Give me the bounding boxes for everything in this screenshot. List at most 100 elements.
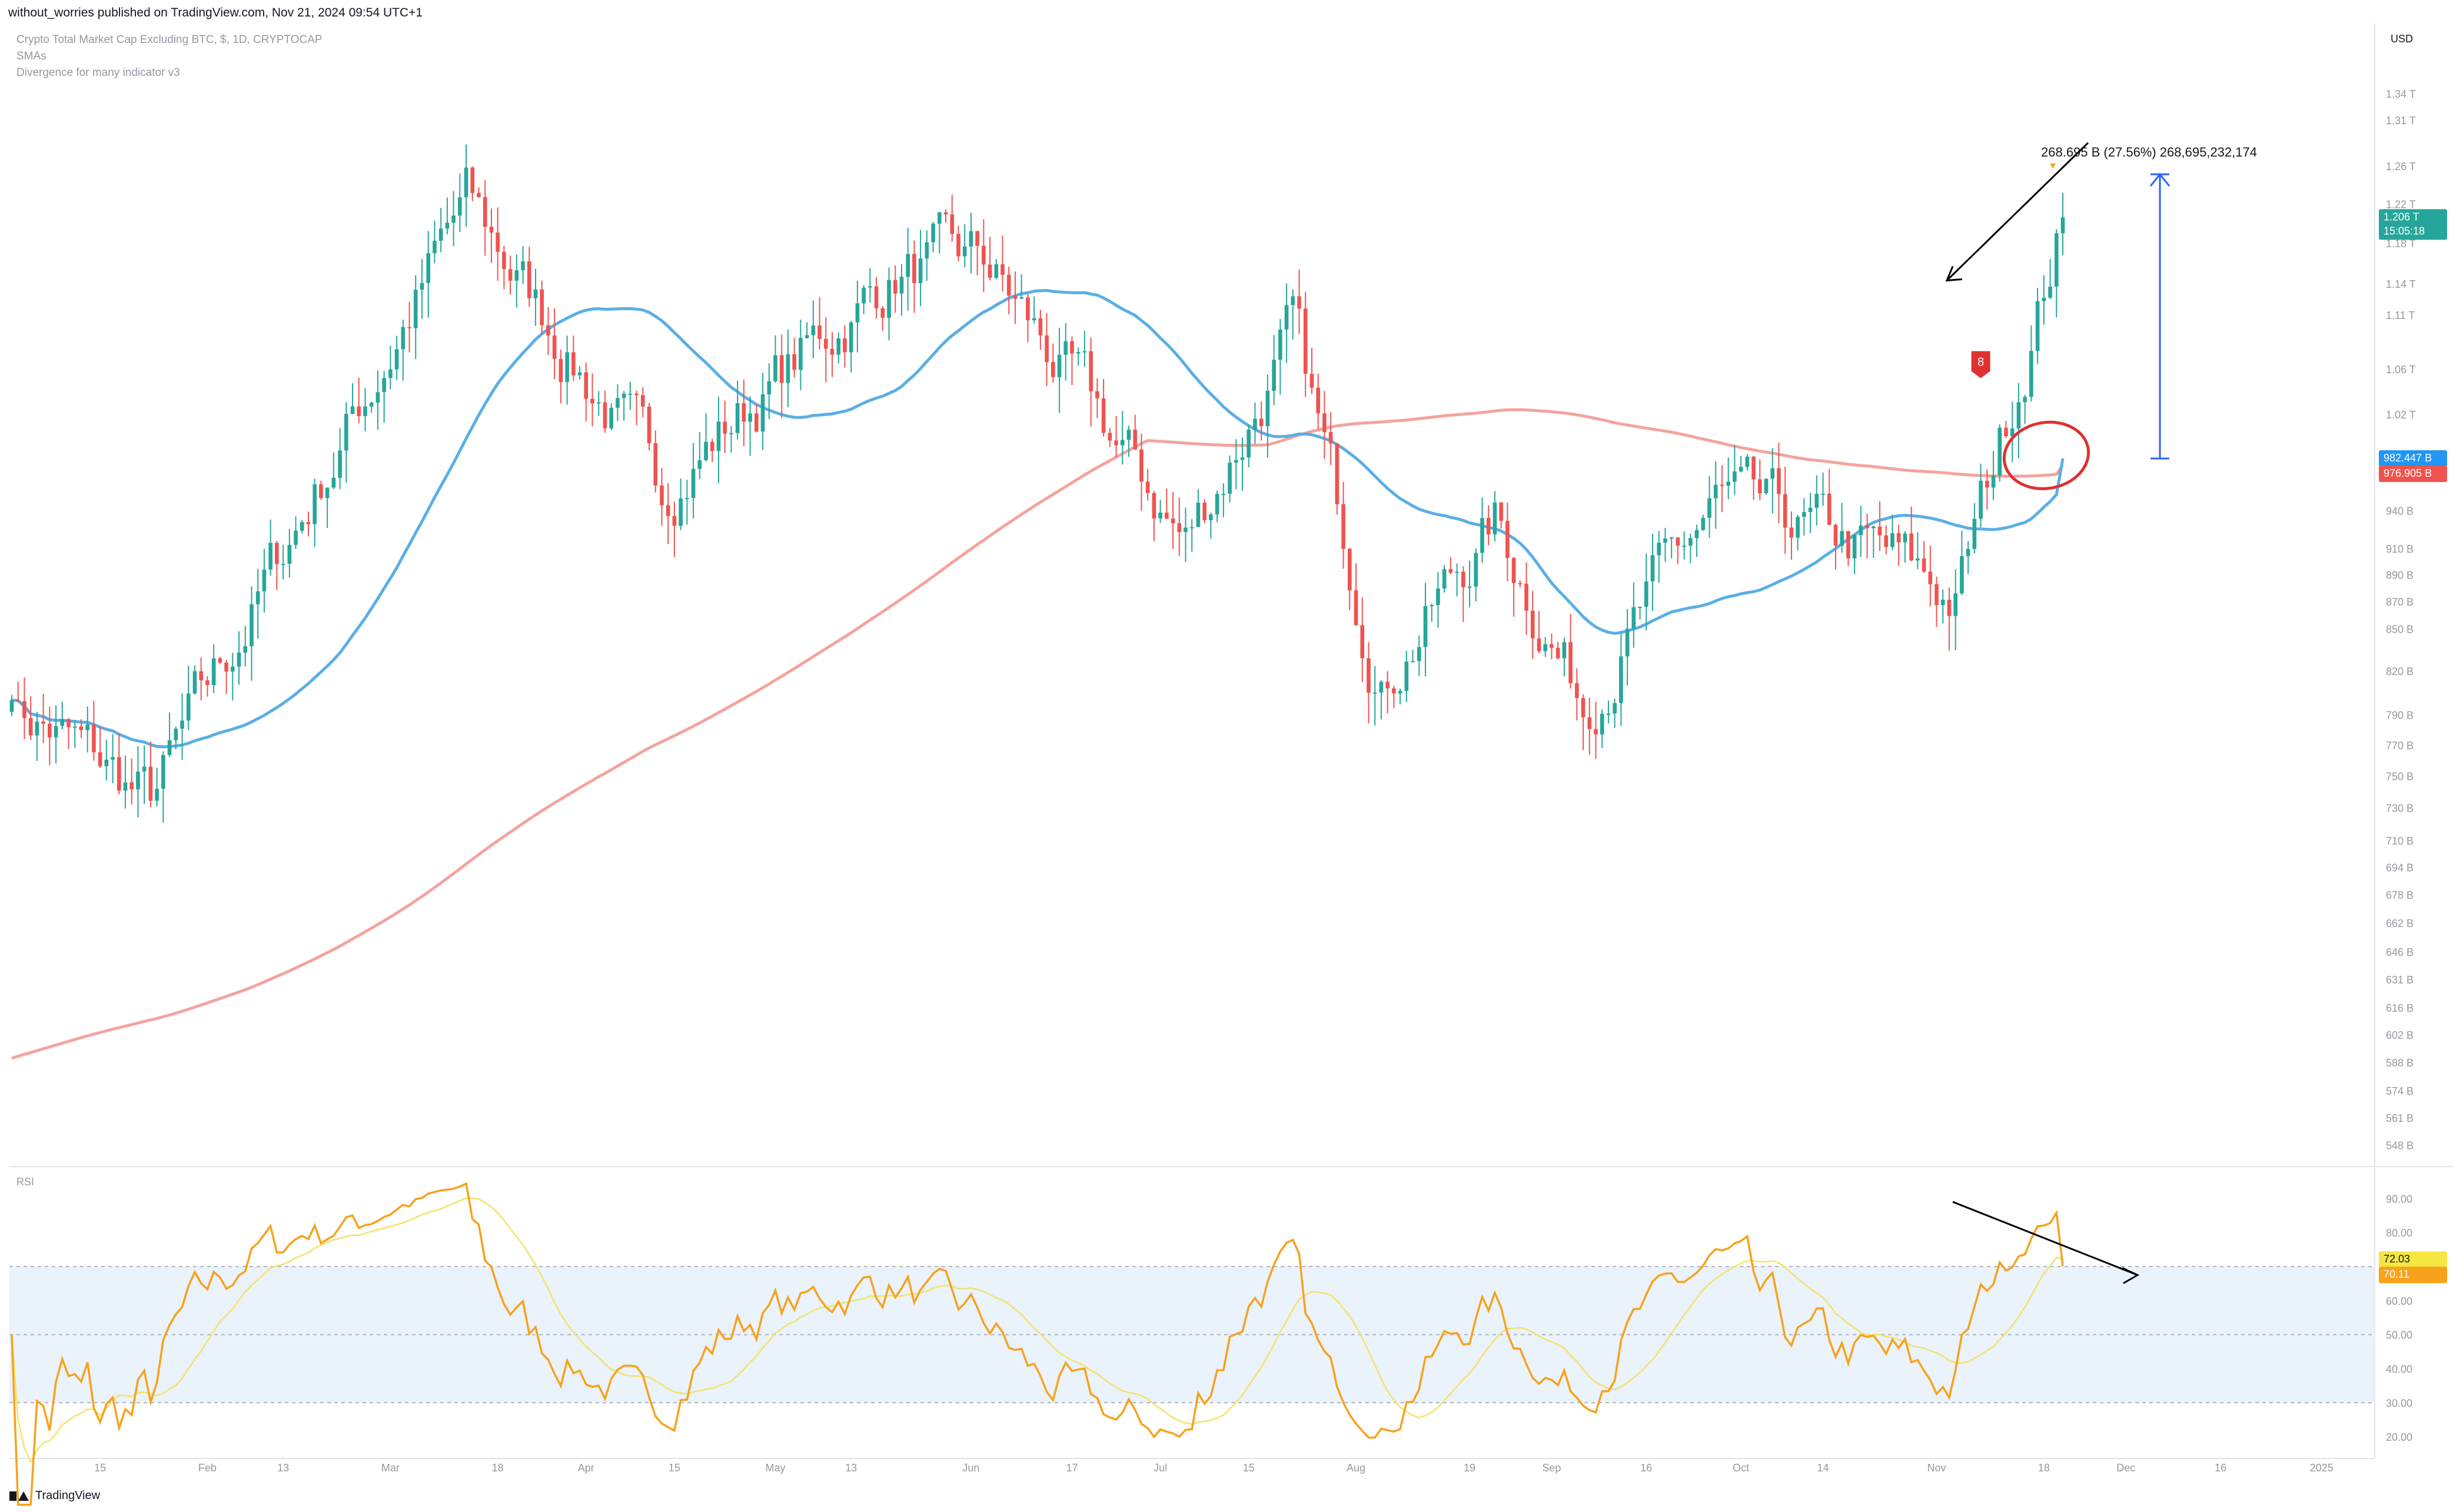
candle [943, 209, 948, 223]
candle-body [1126, 429, 1131, 440]
footer-brand: TradingView [35, 1489, 101, 1502]
candle [268, 519, 272, 576]
candle [634, 390, 639, 426]
candle-body [1669, 537, 1674, 539]
candle [1385, 671, 1390, 713]
candle [483, 180, 487, 256]
candle-body [2004, 427, 2008, 437]
candle [255, 569, 260, 639]
candle [1613, 699, 1617, 728]
candle [1265, 374, 1270, 458]
candle [1871, 525, 1876, 559]
candle [344, 402, 348, 483]
candle [773, 335, 777, 383]
time-tick-label: Aug [1347, 1462, 1365, 1474]
candle-body [1757, 479, 1762, 494]
price-tick-label: 1.26 T [2386, 161, 2416, 172]
candle [1341, 481, 1345, 569]
currency-label[interactable]: USD [2391, 33, 2414, 45]
candle-body [1184, 527, 1188, 533]
candle [830, 332, 835, 377]
candle-body [1518, 583, 1523, 584]
candle [1347, 547, 1352, 610]
candle [679, 478, 683, 530]
candle-body [634, 393, 639, 396]
candle-body [123, 782, 128, 791]
candle-body [174, 729, 178, 740]
candle-body [255, 591, 260, 604]
candle-body [742, 403, 746, 422]
rsi-panel [9, 1182, 2375, 1506]
candle [1411, 649, 1415, 663]
candle-body [1032, 318, 1036, 321]
candle [174, 726, 178, 750]
candle [1619, 633, 1623, 726]
candle [799, 319, 803, 390]
candle [1259, 401, 1264, 441]
candle [1935, 576, 1939, 627]
candle [823, 317, 828, 383]
candle-body [1133, 429, 1138, 450]
candle [407, 301, 411, 353]
candle-body [1177, 523, 1182, 533]
candle-body [1916, 558, 1920, 561]
candle [1001, 235, 1005, 292]
candle-body [1638, 606, 1642, 608]
candle [218, 656, 222, 664]
candle-body [1619, 656, 1623, 703]
legend-symbol[interactable]: Crypto Total Market Cap Excluding BTC, $… [16, 34, 323, 46]
candle-body [653, 443, 658, 486]
candle [1701, 514, 1706, 531]
candle [1550, 633, 1554, 660]
candle-body [1859, 525, 1863, 536]
candle [616, 384, 620, 421]
candle [937, 211, 942, 254]
candle-body [72, 726, 77, 728]
trendline-rsi-arrow-icon [2122, 1267, 2140, 1284]
candle [697, 432, 702, 480]
candle-body [1852, 535, 1857, 559]
candle-body [1846, 531, 1850, 559]
candle-body [988, 264, 992, 278]
candle [969, 212, 973, 274]
candle-body [438, 228, 443, 241]
candle-body [1309, 373, 1314, 388]
time-tick-label: Mar [381, 1462, 400, 1474]
measure-label: 268.695 B (27.56%) 268,695,232,174 [2041, 145, 2257, 159]
candle-body [451, 215, 456, 223]
candle-body [1215, 494, 1219, 515]
candle [2035, 288, 2040, 364]
candle-body [98, 752, 102, 766]
candle-body [1019, 297, 1024, 299]
candle-body [1474, 553, 1478, 587]
candle [1354, 563, 1358, 626]
candle-body [1511, 557, 1516, 583]
candle-body [1751, 457, 1756, 480]
candle-body [394, 349, 399, 370]
candle [104, 739, 109, 781]
candle [1663, 527, 1667, 562]
candle-body [1701, 517, 1706, 530]
candle [836, 333, 841, 364]
candle [514, 254, 519, 308]
candle-body [723, 421, 727, 434]
candle [1530, 590, 1535, 659]
candle [1303, 291, 1308, 397]
candle [1139, 433, 1144, 511]
legend-smas[interactable]: SMAs [16, 50, 46, 62]
chart-grid [9, 24, 2453, 1459]
candle [1126, 426, 1131, 457]
candle [609, 403, 614, 430]
candle-body [407, 327, 411, 328]
candle [477, 187, 481, 198]
candle-body [577, 372, 582, 375]
candle-body [1928, 571, 1933, 584]
candle [893, 265, 898, 313]
price-tick-label: 602 B [2386, 1029, 2414, 1041]
price-tick-label: 1.06 T [2386, 364, 2416, 375]
candle-body [1328, 432, 1333, 444]
rsi-title[interactable]: RSI [16, 1176, 35, 1188]
candle-body [1316, 387, 1321, 414]
legend-divergence[interactable]: Divergence for many indicator v3 [16, 67, 180, 79]
